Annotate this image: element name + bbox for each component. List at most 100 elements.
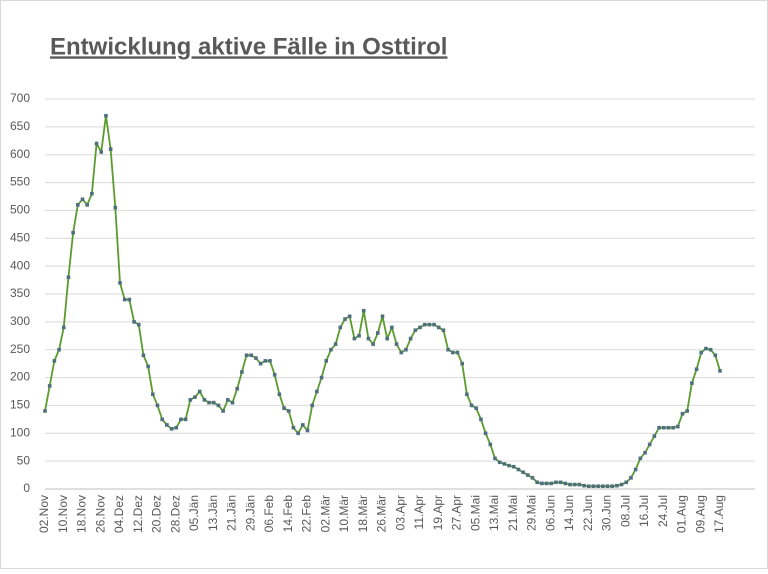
- data-point: [535, 480, 539, 485]
- y-tick-label: 700: [10, 91, 30, 105]
- x-tick-label: 03.Apr: [393, 495, 407, 530]
- data-point: [591, 484, 596, 489]
- x-tick-label: 22.Feb: [300, 495, 314, 533]
- data-point: [596, 484, 600, 489]
- x-tick-label: 09.Aug: [693, 495, 707, 533]
- data-point: [151, 392, 155, 397]
- data-point: [230, 400, 235, 405]
- data-point: [413, 328, 418, 333]
- y-tick-label: 450: [10, 230, 30, 244]
- x-tick-label: 29.Mai: [525, 495, 539, 531]
- data-point: [422, 322, 427, 327]
- data-point: [497, 460, 502, 465]
- data-point: [399, 350, 404, 355]
- data-point: [680, 411, 685, 416]
- data-point: [366, 336, 371, 341]
- data-point: [633, 467, 638, 472]
- x-tick-label: 14.Jun: [562, 495, 576, 531]
- y-tick-label: 650: [10, 119, 30, 133]
- data-point: [197, 389, 202, 394]
- data-point: [441, 328, 446, 333]
- data-point: [704, 346, 708, 351]
- data-point: [71, 230, 75, 235]
- x-tick-label: 21.Mai: [506, 495, 520, 531]
- data-point: [85, 203, 89, 207]
- data-point: [310, 403, 314, 408]
- x-tick-label: 05.Jän: [187, 495, 201, 531]
- data-point: [615, 483, 619, 488]
- data-point: [268, 359, 272, 363]
- data-point: [47, 384, 52, 388]
- data-point: [193, 395, 197, 399]
- data-point: [338, 325, 343, 330]
- data-point: [418, 325, 422, 330]
- data-point: [315, 389, 319, 394]
- x-tick-label: 29.Jän: [243, 495, 257, 531]
- data-point: [343, 317, 347, 321]
- data-point: [643, 450, 647, 455]
- x-tick-label: 26.Nov: [93, 495, 107, 533]
- data-point: [319, 375, 324, 380]
- data-point: [436, 325, 441, 330]
- data-point: [57, 347, 61, 352]
- data-point: [624, 480, 629, 485]
- data-point: [160, 417, 164, 422]
- y-tick-label: 100: [10, 425, 30, 439]
- x-tick-label: 01.Aug: [675, 495, 689, 533]
- data-point: [549, 481, 554, 486]
- data-point: [511, 464, 516, 469]
- data-point: [657, 425, 661, 430]
- data-point: [66, 275, 71, 280]
- data-point: [207, 400, 211, 405]
- x-tick-label: 11.Apr: [412, 495, 426, 529]
- data-point: [361, 308, 366, 313]
- y-tick-label: 350: [10, 286, 30, 300]
- x-tick-label: 24.Jul: [656, 495, 670, 527]
- data-point: [347, 314, 352, 319]
- data-point: [601, 484, 605, 489]
- data-point: [488, 442, 493, 447]
- data-point: [465, 392, 469, 397]
- data-point: [479, 417, 483, 422]
- data-point: [108, 147, 113, 151]
- data-point: [301, 423, 305, 427]
- data-point: [563, 481, 568, 486]
- data-point: [685, 409, 689, 413]
- data-point: [254, 356, 258, 360]
- data-point: [272, 372, 277, 377]
- data-point: [282, 406, 286, 411]
- x-tick-label: 02.Mär: [318, 495, 332, 532]
- x-tick-label: 08.Jul: [618, 495, 632, 527]
- data-point: [666, 425, 671, 430]
- data-point: [577, 482, 582, 487]
- chart-title: Entwicklung aktive Fälle in Osttirol: [50, 33, 447, 60]
- x-tick-label: 12.Dez: [131, 495, 145, 533]
- data-point: [516, 467, 521, 472]
- data-point: [376, 331, 380, 335]
- y-tick-label: 400: [10, 258, 30, 272]
- x-tick-label: 02.Nov: [37, 495, 51, 533]
- data-point: [469, 403, 474, 408]
- y-tick-label: 250: [10, 342, 30, 356]
- data-point: [61, 325, 66, 330]
- data-point: [540, 481, 544, 486]
- data-point: [647, 442, 652, 447]
- data-point: [188, 398, 193, 402]
- data-point: [427, 322, 432, 327]
- data-point: [244, 353, 249, 358]
- data-point: [572, 482, 577, 487]
- data-point: [329, 347, 333, 352]
- data-point: [371, 342, 375, 346]
- x-tick-label: 18.Mär: [356, 495, 370, 532]
- data-point: [380, 314, 385, 319]
- x-tick-label: 20.Dez: [150, 495, 164, 533]
- data-point: [258, 361, 263, 366]
- data-point: [502, 462, 507, 466]
- data-point: [146, 364, 150, 369]
- data-point: [526, 473, 530, 477]
- data-point: [136, 322, 141, 327]
- x-tick-label: 22.Jun: [581, 495, 595, 531]
- data-point: [141, 353, 146, 358]
- x-tick-label: 14.Feb: [281, 495, 295, 533]
